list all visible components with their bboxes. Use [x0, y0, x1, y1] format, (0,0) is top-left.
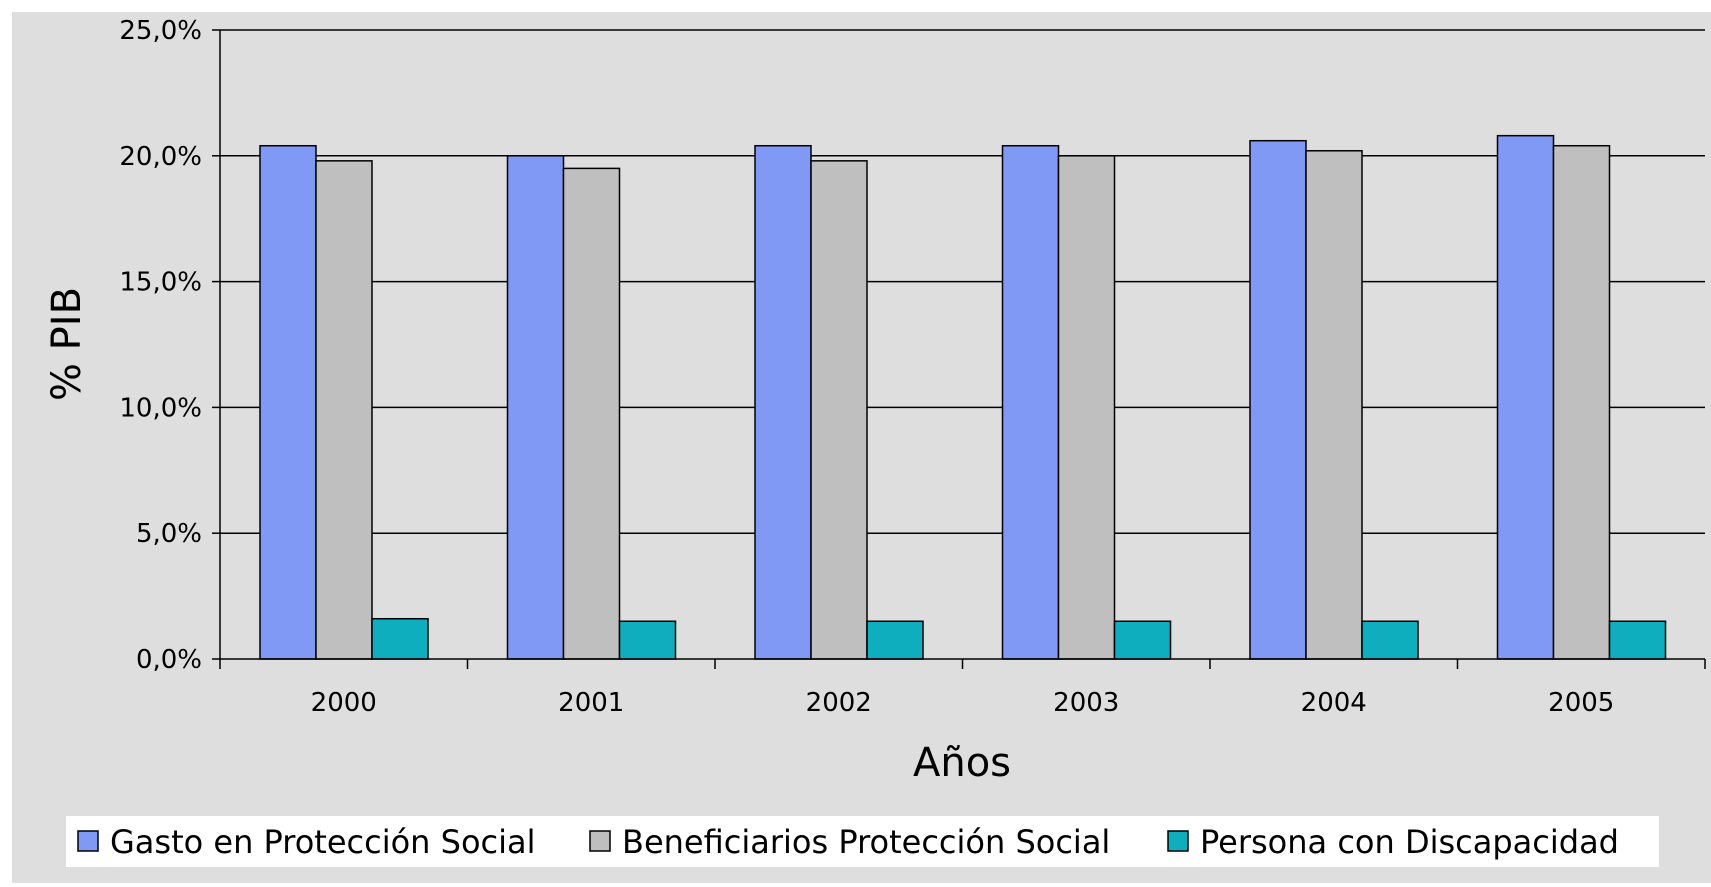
y-tick-label: 15,0% — [119, 268, 202, 298]
legend: Gasto en Protección Social Beneficiarios … — [66, 816, 1659, 867]
y-tick-label: 5,0% — [136, 519, 202, 549]
gridlines — [220, 29, 1705, 534]
y-tick-label: 0,0% — [136, 645, 202, 675]
y-axis-title: % PIB — [44, 287, 90, 401]
bar-2-2004 — [1305, 150, 1363, 660]
bar-3-2004 — [1361, 620, 1419, 660]
bar-3-2003 — [1113, 620, 1172, 660]
x-tick-label: 2003 — [1053, 688, 1119, 718]
legend-label: Gasto en Protección Social — [110, 823, 536, 861]
bar-2-2003 — [1057, 155, 1116, 660]
legend-swatch — [77, 830, 99, 852]
legend-box — [66, 816, 1659, 867]
legend-swatch — [1167, 830, 1189, 852]
x-tick-label: 2002 — [806, 688, 872, 718]
tick-labels: 0,0% 5,0% 10,0% 15,0% 20,0% 25,0% 2000 2001 2002… — [119, 16, 1614, 718]
y-tick-label: 20,0% — [119, 142, 202, 172]
bar-3-2001 — [618, 620, 677, 660]
bar-1-2001 — [506, 155, 565, 660]
bar-1-2000 — [259, 144, 317, 660]
bar-2-2002 — [810, 160, 868, 660]
bar-2-2000 — [315, 160, 373, 660]
y-tick-label: 10,0% — [119, 393, 202, 423]
legend-label: Beneficiarios Protección Social — [622, 823, 1110, 861]
x-tick-label: 2005 — [1548, 688, 1614, 718]
bar-2-2005 — [1552, 144, 1611, 660]
x-axis-title: Años — [913, 740, 1011, 786]
axes — [212, 29, 1706, 669]
bar-1-2004 — [1249, 139, 1307, 660]
bar-3-2005 — [1608, 620, 1667, 660]
bar-2-2001 — [562, 167, 621, 660]
legend-label: Persona con Discapacidad — [1200, 823, 1619, 861]
bar-3-2000 — [371, 617, 429, 660]
x-tick-label: 2004 — [1301, 688, 1367, 718]
bar-1-2005 — [1496, 134, 1555, 660]
bar-3-2002 — [866, 620, 924, 660]
y-tick-label: 25,0% — [119, 16, 202, 46]
legend-swatch — [589, 830, 611, 852]
bar-1-2003 — [1001, 144, 1060, 660]
x-tick-label: 2000 — [311, 688, 377, 718]
bar-1-2002 — [754, 144, 812, 660]
bars — [259, 134, 1667, 660]
x-tick-label: 2001 — [558, 688, 624, 718]
